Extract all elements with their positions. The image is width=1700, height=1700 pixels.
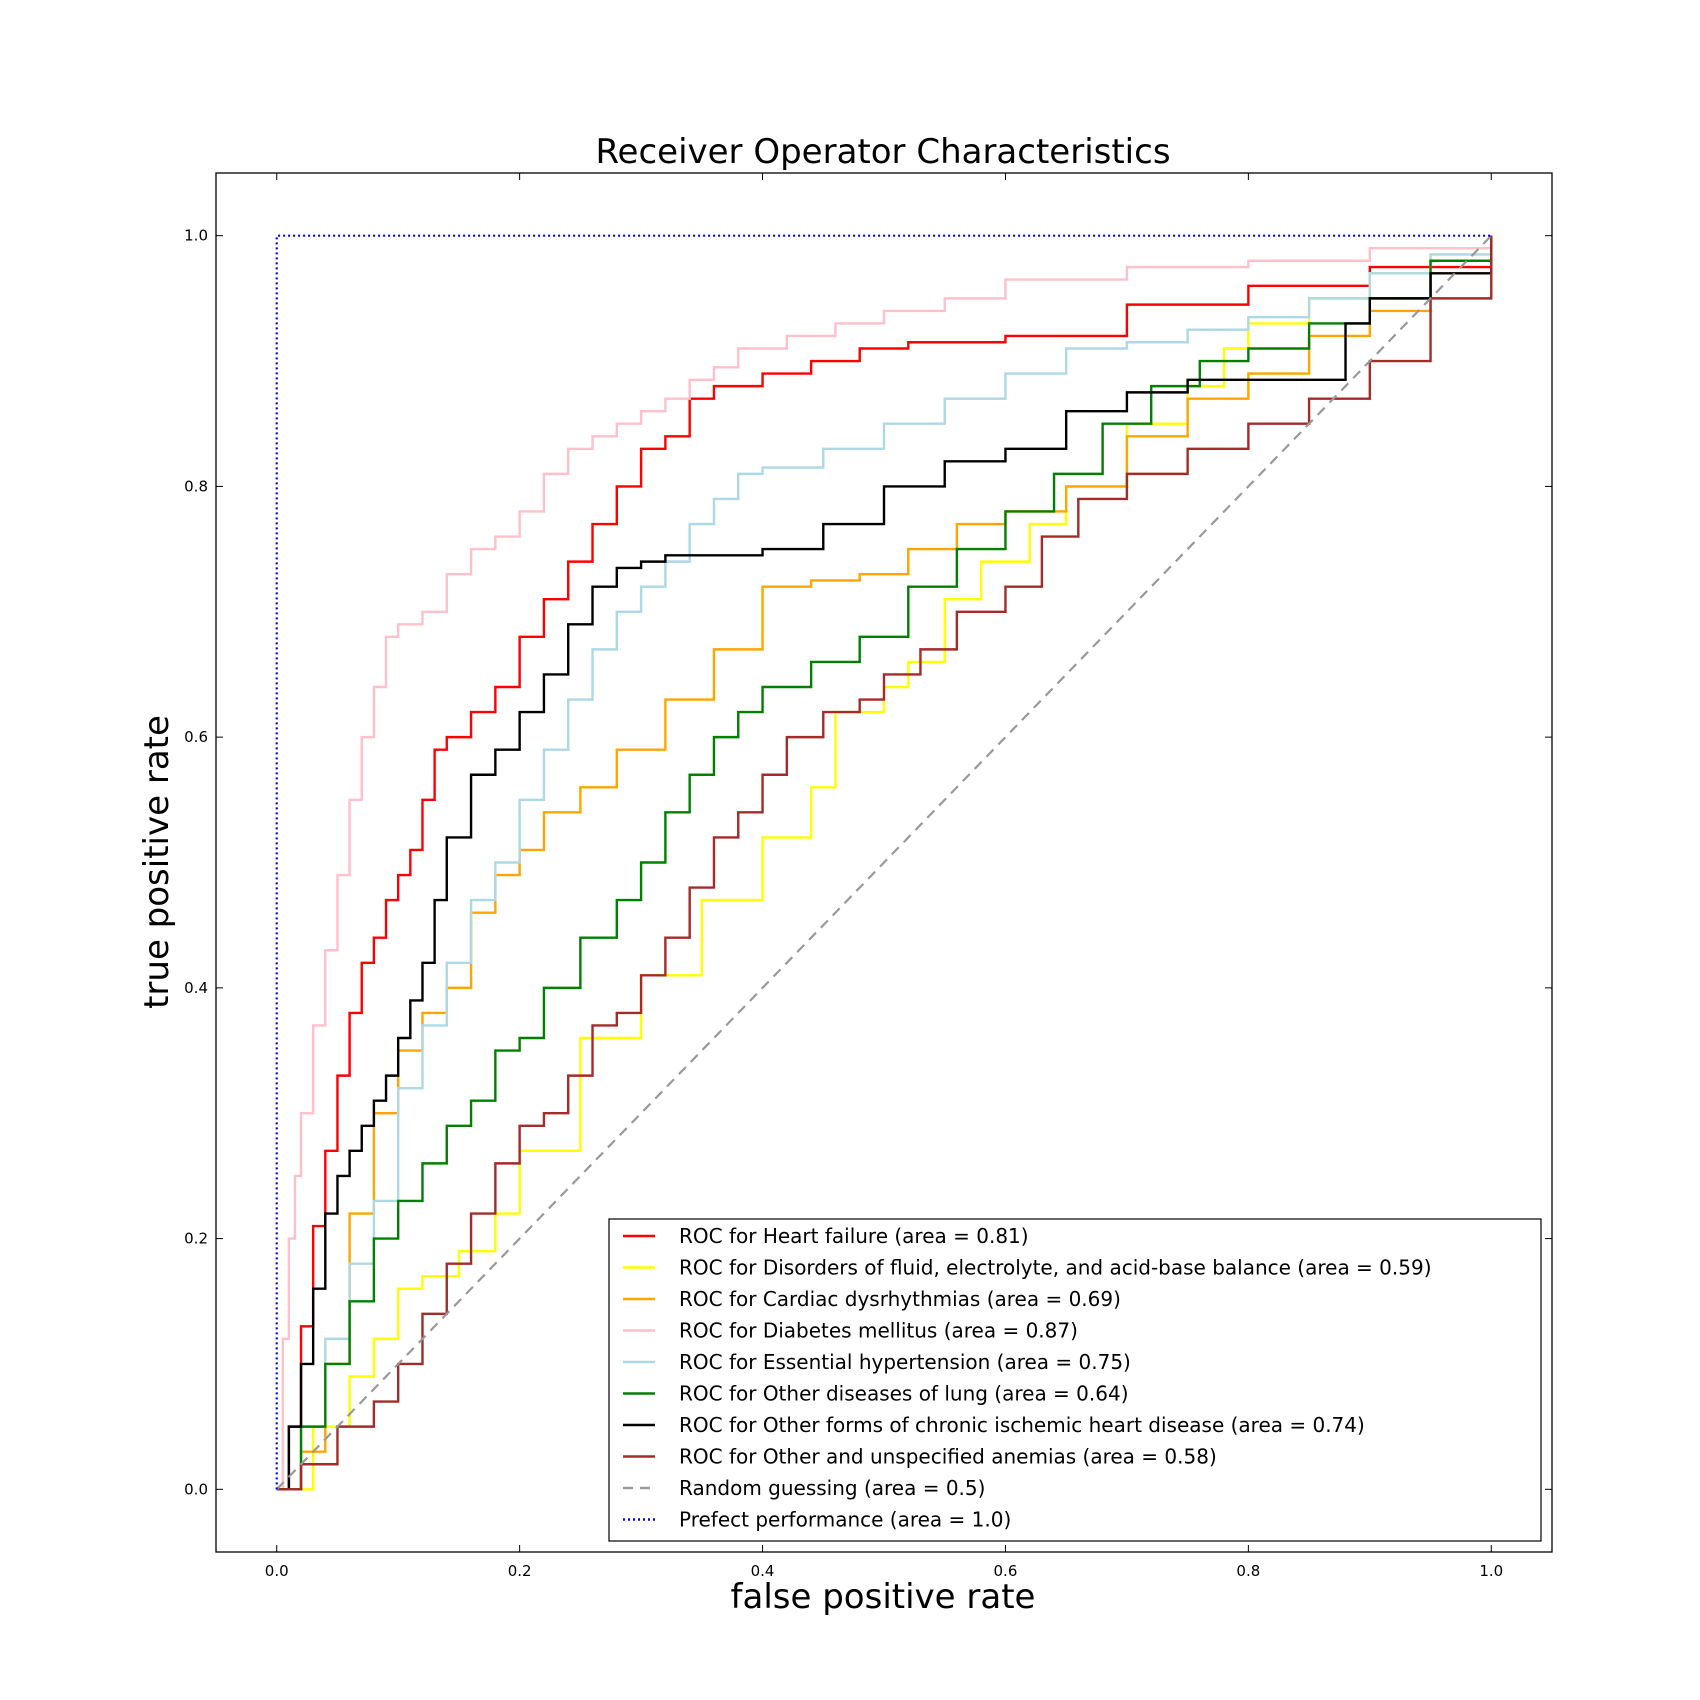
y-tick-label: 0.2 [184, 1230, 208, 1248]
legend-label-1: ROC for Disorders of fluid, electrolyte,… [679, 1256, 1432, 1280]
y-tick-label: 0.4 [184, 979, 208, 997]
legend-label-5: ROC for Other diseases of lung (area = 0… [679, 1382, 1129, 1406]
x-tick-label: 0.8 [1236, 1562, 1260, 1580]
legend-label-9: Prefect performance (area = 1.0) [679, 1508, 1011, 1532]
y-axis-label: true positive rate [137, 715, 177, 1009]
legend: ROC for Heart failure (area = 0.81) ROC f… [608, 1218, 1542, 1542]
y-tick-label: 0.0 [184, 1480, 208, 1498]
series-line-5 [276, 235, 1493, 1491]
legend-label-3: ROC for Diabetes mellitus (area = 0.87) [679, 1319, 1078, 1343]
legend-label-0: ROC for Heart failure (area = 0.81) [679, 1224, 1029, 1248]
chart-title: Receiver Operator Characteristics [595, 132, 1170, 172]
series-line-7 [276, 235, 1493, 1491]
x-tick-label: 0.6 [994, 1562, 1018, 1580]
legend-frame [608, 1218, 1542, 1542]
y-tick-label: 1.0 [184, 227, 208, 245]
x-tick-label: 1.0 [1479, 1562, 1503, 1580]
plot-area-frame [215, 172, 1553, 1553]
series-layer [275, 234, 1493, 1491]
legend-label-8: Random guessing (area = 0.5) [679, 1476, 985, 1500]
axis-ticks: 0.0 0.2 0.4 0.6 0.8 1.0 0.0 0.2 0.4 0.6 0.8 1.0 [184, 173, 1552, 1580]
series-line-6 [276, 235, 1493, 1491]
x-tick-label: 0.4 [751, 1562, 775, 1580]
y-tick-label: 0.6 [184, 728, 208, 746]
x-tick-label: 0.2 [508, 1562, 532, 1580]
x-axis-label: false positive rate [731, 1577, 1036, 1617]
legend-label-7: ROC for Other and unspecified anemias (a… [679, 1445, 1217, 1469]
x-tick-label: 0.0 [265, 1562, 289, 1580]
legend-label-4: ROC for Essential hypertension (area = 0… [679, 1350, 1131, 1374]
legend-label-6: ROC for Other forms of chronic ischemic … [679, 1413, 1365, 1437]
series-line-8 [275, 234, 1493, 1491]
series-line-3 [276, 235, 1493, 1491]
series-line-0 [276, 235, 1493, 1491]
legend-label-2: ROC for Cardiac dysrhythmias (area = 0.6… [679, 1287, 1121, 1311]
y-tick-label: 0.8 [184, 477, 208, 495]
